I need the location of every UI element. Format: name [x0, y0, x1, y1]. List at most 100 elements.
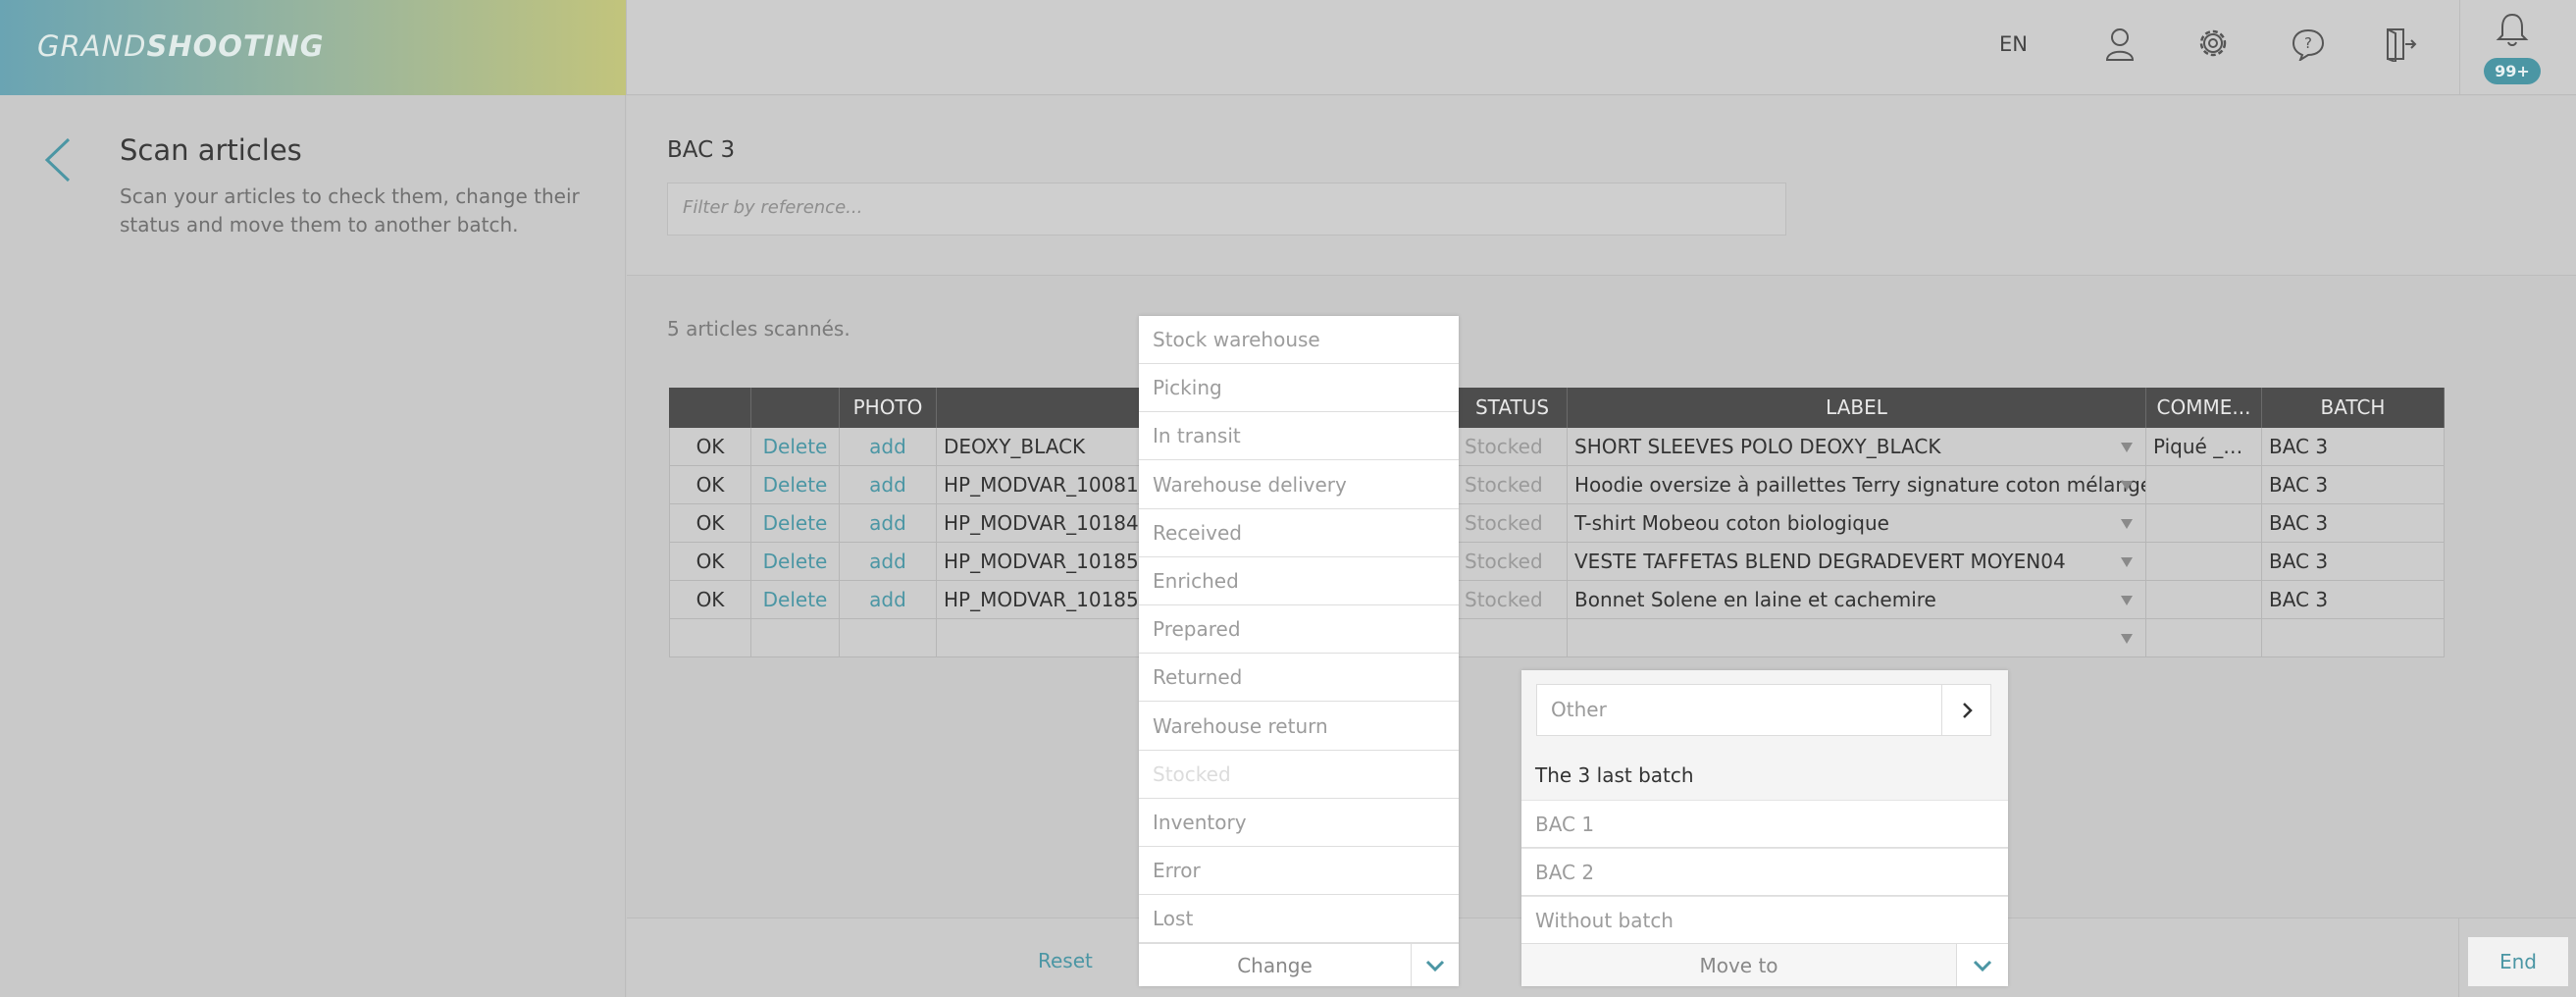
status-option[interactable]: In transit — [1139, 412, 1459, 461]
table-cell-comment — [2146, 504, 2262, 543]
notification-badge[interactable]: 99+ — [2484, 58, 2541, 84]
status-option[interactable]: Enriched — [1139, 557, 1459, 605]
reset-button[interactable]: Reset — [1038, 949, 1093, 972]
svg-text:?: ? — [2304, 34, 2312, 52]
change-button[interactable]: Change — [1139, 943, 1412, 986]
top-bar — [626, 0, 2576, 95]
batch-option[interactable]: BAC 1 — [1521, 800, 2008, 848]
table-cell-action[interactable]: Delete — [751, 428, 840, 466]
status-option[interactable]: Picking — [1139, 364, 1459, 413]
dropdown-arrow[interactable] — [2121, 519, 2133, 529]
user-icon[interactable] — [2105, 27, 2135, 61]
status-option[interactable]: Error — [1139, 847, 1459, 896]
sidebar-title: Scan articles — [120, 133, 302, 167]
logo-left: GRAND — [37, 29, 147, 63]
table-cell-status: Stocked — [1458, 581, 1568, 619]
table-cell-batch: BAC 3 — [2262, 581, 2445, 619]
filter-placeholder: Filter by reference... — [683, 197, 863, 218]
dropdown-arrow[interactable] — [2121, 443, 2133, 452]
table-cell-label: Bonnet Solene en laine et cachemire — [1568, 581, 2146, 619]
dropdown-arrow[interactable] — [2121, 596, 2133, 605]
column-header: STATUS — [1458, 388, 1568, 428]
other-placeholder: Other — [1551, 698, 1607, 721]
table-cell-photo[interactable]: add — [840, 504, 937, 543]
table-cell-state: OK — [669, 466, 751, 504]
table-cell-action[interactable]: Delete — [751, 466, 840, 504]
table-cell-status: Stocked — [1458, 543, 1568, 581]
table-cell-status: Stocked — [1458, 466, 1568, 504]
back-button[interactable] — [43, 137, 73, 183]
status-menu: Stock warehouse Picking In transit Warehous… — [1139, 316, 1459, 986]
help-icon[interactable]: ? — [2291, 27, 2326, 61]
filter-input[interactable] — [667, 183, 1786, 236]
table-cell-label: T-shirt Mobeou coton biologique — [1568, 504, 2146, 543]
table-cell-comment — [2146, 466, 2262, 504]
status-option[interactable]: Received — [1139, 509, 1459, 557]
table-cell-state: OK — [669, 504, 751, 543]
table-cell-state: OK — [669, 581, 751, 619]
status-option[interactable]: Inventory — [1139, 799, 1459, 847]
chevron — [1973, 960, 1992, 972]
logo-area: GRANDSHOOTING — [0, 0, 626, 95]
table-cell-state — [669, 619, 751, 657]
table-cell-status — [1458, 619, 1568, 657]
table-cell-label: Hoodie oversize à paillettes Terry signa… — [1568, 466, 2146, 504]
table-cell-label: VESTE TAFFETAS BLEND DEGRADEVERT MOYEN04 — [1568, 543, 2146, 581]
table-cell-action[interactable]: Delete — [751, 504, 840, 543]
status-option[interactable]: Warehouse return — [1139, 703, 1459, 751]
dropdown-arrow[interactable] — [2121, 634, 2133, 644]
column-header: LABEL — [1568, 388, 2146, 428]
section-title: The 3 last batch — [1535, 763, 1694, 787]
move-toggle[interactable] — [1957, 943, 2008, 986]
logo-right: SHOOTING — [146, 29, 325, 63]
table-cell-photo[interactable]: add — [840, 543, 937, 581]
table-cell-label — [1568, 619, 2146, 657]
column-header — [751, 388, 840, 428]
table-cell-photo[interactable]: add — [840, 581, 937, 619]
change-toggle[interactable] — [1412, 943, 1459, 986]
table-cell-comment: Piqué _0 ... — [2146, 428, 2262, 466]
table-cell-state: OK — [669, 543, 751, 581]
batch-title: BAC 3 — [667, 137, 736, 163]
status-option[interactable]: Returned — [1139, 654, 1459, 703]
move-button[interactable]: Move to — [1521, 943, 1957, 986]
status-option[interactable]: Prepared — [1139, 605, 1459, 655]
table-cell-batch: BAC 3 — [2262, 428, 2445, 466]
table-cell-photo[interactable] — [840, 619, 937, 657]
table-cell-comment — [2146, 581, 2262, 619]
table-cell-photo[interactable]: add — [840, 428, 937, 466]
status-option: Stocked — [1139, 751, 1459, 799]
status-option[interactable]: Lost — [1139, 895, 1459, 944]
batch-option[interactable]: Without batch — [1521, 896, 2008, 945]
table-cell-batch: BAC 3 — [2262, 504, 2445, 543]
settings-icon[interactable] — [2196, 26, 2230, 60]
table-cell-comment — [2146, 619, 2262, 657]
other-input[interactable] — [1536, 684, 1942, 736]
bell-icon[interactable] — [2496, 12, 2529, 47]
sidebar — [0, 95, 626, 997]
footer-separator — [2458, 918, 2459, 997]
table-cell-batch: BAC 3 — [2262, 543, 2445, 581]
scanned-count: 5 articles scannés. — [667, 317, 850, 341]
column-header: BATCH — [2262, 388, 2445, 428]
separator — [2459, 0, 2460, 95]
logout-icon[interactable] — [2384, 26, 2417, 62]
table-cell-action[interactable]: Delete — [751, 581, 840, 619]
batch-option[interactable]: BAC 2 — [1521, 848, 2008, 897]
table-cell-action[interactable]: Delete — [751, 543, 840, 581]
logo[interactable]: GRANDSHOOTING — [37, 29, 325, 63]
table-cell-comment — [2146, 543, 2262, 581]
dropdown-arrow[interactable] — [2121, 557, 2133, 567]
end-button[interactable]: End — [2468, 937, 2568, 986]
status-option[interactable]: Warehouse delivery — [1139, 461, 1459, 509]
table-cell-photo[interactable]: add — [840, 466, 937, 504]
status-option[interactable]: Stock warehouse — [1139, 316, 1459, 364]
table-cell-action[interactable] — [751, 619, 840, 657]
table-cell-label: SHORT SLEEVES POLO DEOXY_BLACK — [1568, 428, 2146, 466]
language[interactable]: EN — [1999, 32, 2028, 56]
table-cell-state: OK — [669, 428, 751, 466]
column-header: PHOTO — [840, 388, 937, 428]
dropdown-arrow[interactable] — [2121, 481, 2133, 491]
other-submit[interactable] — [1942, 684, 1991, 736]
